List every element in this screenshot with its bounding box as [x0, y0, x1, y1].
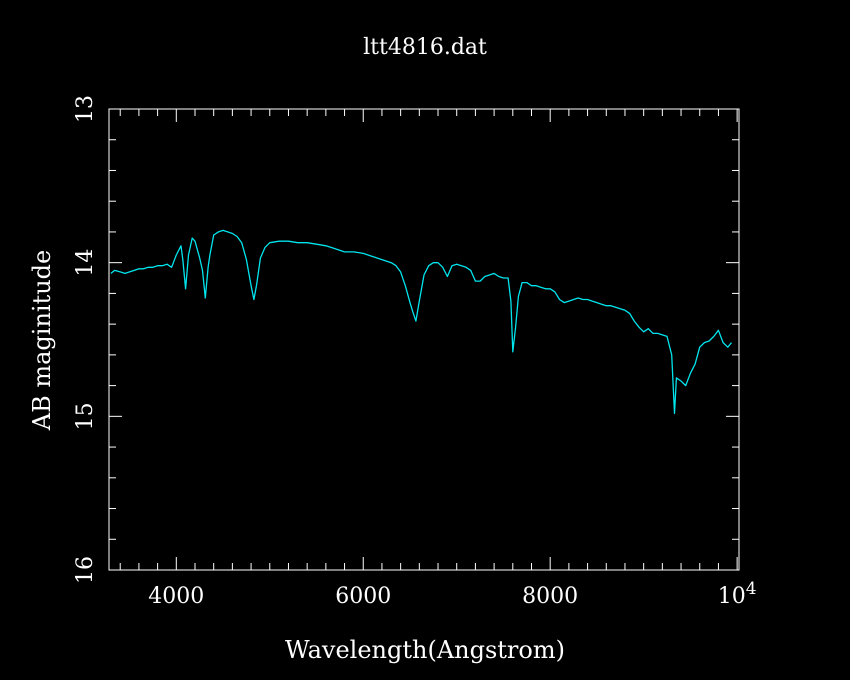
y-tick-label: 13: [73, 95, 98, 123]
x-tick-labels: 4000 6000 8000 104: [148, 579, 756, 609]
x-tick-label: 6000: [335, 584, 391, 609]
y-tick-label: 14: [73, 249, 98, 277]
axis-ticks: [109, 108, 739, 571]
chart-title: ltt4816.dat: [363, 35, 487, 60]
x-tick-label: 104: [718, 579, 757, 609]
series-layer: [110, 229, 733, 414]
spectrum-line: [110, 229, 733, 414]
plot-frame: [108, 108, 740, 571]
x-tick-label: 4000: [148, 584, 204, 609]
y-axis-label: AB maginitude: [28, 250, 56, 432]
y-tick-label: 15: [73, 402, 98, 430]
y-tick-labels: 13 14 15 16: [73, 95, 98, 584]
x-axis-label: Wavelength(Angstrom): [285, 636, 565, 664]
x-tick-label: 8000: [522, 584, 578, 609]
y-tick-label: 16: [73, 556, 98, 584]
